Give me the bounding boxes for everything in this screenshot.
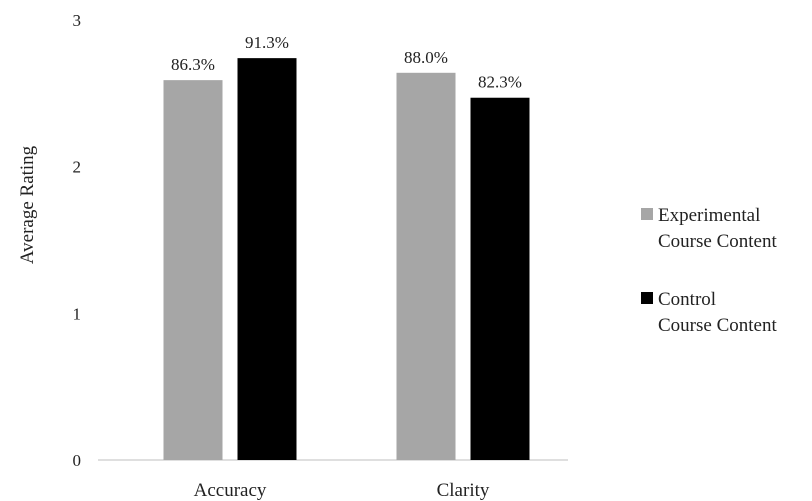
x-category-label: Accuracy <box>194 480 267 501</box>
legend-swatch <box>641 292 653 304</box>
bar <box>396 72 456 461</box>
bar-data-label: 91.3% <box>245 33 289 52</box>
legend-label: Experimental Course Content <box>658 205 777 252</box>
y-tick-label: 1 <box>73 304 82 323</box>
legend-label: Control Course Content <box>658 289 777 336</box>
y-tick-label: 2 <box>73 158 82 177</box>
bar <box>237 58 297 461</box>
bar <box>470 97 530 460</box>
y-tick-label: 0 <box>73 451 82 470</box>
x-category-label: Clarity <box>437 480 490 501</box>
bar <box>163 80 223 460</box>
y-tick-label: 3 <box>73 11 82 30</box>
legend-swatch <box>641 208 653 220</box>
bar-data-label: 86.3% <box>171 55 215 74</box>
bar-data-label: 82.3% <box>478 73 522 92</box>
y-axis-title: Average Rating <box>17 145 38 264</box>
bar-data-label: 88.0% <box>404 48 448 67</box>
